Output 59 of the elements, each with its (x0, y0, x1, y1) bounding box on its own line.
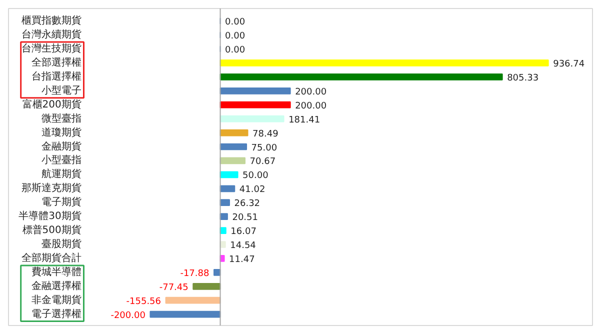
data-label: 26.32 (234, 199, 260, 210)
data-label: 11.47 (229, 254, 255, 265)
data-label: 200.00 (295, 87, 327, 98)
y-tick-label: 標普500期貨 (22, 224, 82, 236)
data-label: -17.88 (180, 268, 210, 279)
y-tick-label: 那斯達克期貨 (21, 182, 82, 194)
y-tick-label: 富櫃200期貨 (22, 98, 82, 110)
bar (220, 115, 284, 122)
data-label: 200.00 (295, 101, 327, 112)
data-label: 936.74 (553, 59, 585, 70)
bar (220, 87, 291, 94)
bar (220, 101, 291, 108)
y-tick-label: 非金電期貨 (31, 294, 82, 306)
bar (220, 60, 549, 66)
data-label: 70.67 (250, 157, 276, 168)
y-tick-label: 金融期貨 (41, 140, 82, 152)
y-tick-label: 微型臺指 (41, 112, 82, 124)
bar (220, 171, 238, 178)
y-tick-label: 費城半導體 (31, 266, 82, 278)
y-tick-label: 全部選擇權 (31, 56, 82, 68)
y-tick-label: 櫃買指數期貨 (21, 14, 82, 27)
y-tick-label: 臺股期貨 (41, 238, 82, 250)
y-tick-label: 航運期貨 (41, 168, 82, 180)
data-label: 20.51 (232, 213, 258, 224)
y-tick-label: 電子期貨 (41, 196, 82, 208)
y-tick-label: 道瓊期貨 (41, 126, 82, 138)
bar (192, 282, 221, 290)
y-tick-label: 全部期貨合計 (21, 252, 82, 264)
data-label: 805.33 (507, 73, 539, 84)
bar (165, 296, 221, 304)
bar (220, 143, 248, 150)
data-label: 181.41 (288, 115, 320, 126)
y-tick-label: 台灣生技期貨 (21, 42, 82, 54)
y-tick-label: 小型電子 (41, 84, 82, 96)
data-label: 78.49 (252, 129, 279, 140)
bar (150, 310, 221, 318)
bar (214, 269, 221, 276)
data-label: 0.00 (225, 18, 246, 28)
data-label: 0.00 (225, 46, 246, 56)
data-label: 16.07 (230, 227, 256, 238)
y-tick-label: 金融選擇權 (31, 280, 82, 292)
bar (220, 129, 248, 136)
data-label: -77.45 (159, 282, 188, 293)
y-tick-label: 電子選擇權 (31, 308, 82, 320)
y-tick-label: 台指選擇權 (31, 70, 82, 82)
data-label: 50.00 (242, 171, 269, 182)
bar (220, 185, 236, 192)
bar (220, 199, 230, 206)
data-label: -200.00 (110, 310, 146, 321)
bar (220, 73, 503, 80)
data-label: 41.02 (239, 185, 266, 196)
data-label: -155.56 (126, 296, 162, 307)
data-label: 14.54 (230, 241, 256, 252)
y-tick-label: 半導體30期貨 (18, 210, 82, 222)
data-label: 0.00 (225, 32, 246, 42)
y-tick-label: 台灣永續期貨 (21, 28, 82, 41)
bar (220, 157, 246, 164)
data-label: 75.00 (251, 143, 278, 154)
y-tick-label: 小型臺指 (41, 154, 82, 166)
